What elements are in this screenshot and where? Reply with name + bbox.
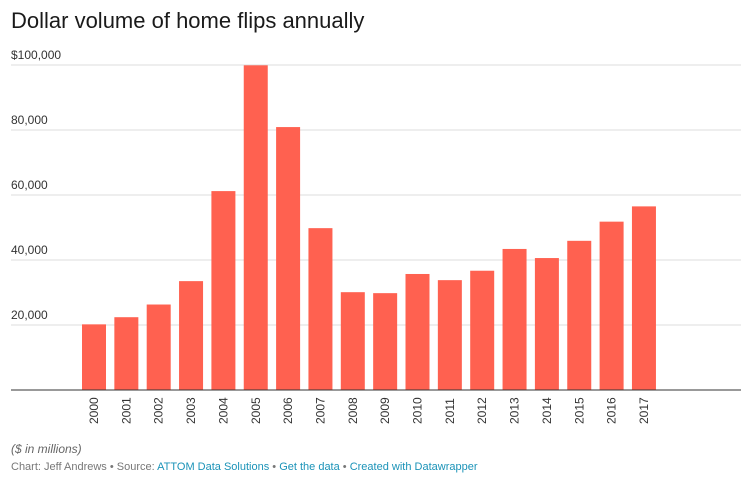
bar-2014 [534,258,559,390]
x-tick-label: 2005 [249,397,263,424]
gridlines [11,64,741,326]
bar-2000 [82,324,106,390]
bar-2016 [599,221,624,390]
y-tick-labels: 20,000 40,000 60,000 80,000 $100,000 [11,48,61,322]
bar-2004 [211,191,236,390]
bar-2009 [373,293,398,390]
x-tick-label: 2016 [605,397,619,424]
x-tick-label: 2009 [378,397,392,424]
x-tick-labels: 2000 2001 2002 2003 2004 2005 2006 2007 2008 2009… [87,397,651,424]
x-tick-label: 2002 [152,397,166,424]
x-tick-label: 2003 [184,397,198,424]
x-tick-label: 2006 [281,397,295,424]
y-tick-label: 80,000 [11,113,48,127]
x-tick-label: 2017 [637,397,651,424]
x-tick-label: 2007 [313,397,327,424]
bar-2003 [179,281,204,391]
x-tick-label: 2004 [216,397,230,424]
x-tick-label: 2012 [475,397,489,424]
datawrapper-link[interactable]: Created with Datawrapper [349,461,478,473]
bar-2007 [308,228,333,390]
bar-2017 [631,206,656,390]
y-tick-label: 20,000 [11,308,48,322]
bar-2006 [276,127,301,390]
get-the-data-link[interactable]: Get the data [279,461,340,473]
x-tick-label: 2015 [572,397,586,424]
x-tick-label: 2001 [119,397,133,424]
y-tick-label: 40,000 [11,243,48,257]
units-note: ($ in millions) [11,442,82,456]
x-tick-label: 2008 [346,397,360,424]
bar-2005 [243,65,268,390]
bar-2008 [340,292,365,390]
source-link[interactable]: ATTOM Data Solutions [157,461,270,473]
chart-title: Dollar volume of home flips annually [11,8,365,33]
x-tick-label: 2010 [411,397,425,424]
bar-2010 [405,273,430,390]
x-tick-label: 2011 [443,398,457,424]
bar-2012 [470,270,495,390]
credit-separator: • [339,461,350,473]
x-tick-label: 2000 [87,397,101,424]
bars [82,65,656,391]
bar-2002 [146,304,171,390]
bar-2001 [114,317,139,390]
credit-separator: • [269,461,280,473]
credit-prefix: Chart: Jeff Andrews • Source: [11,461,158,473]
x-tick-label: 2013 [508,397,522,424]
chart-credit: Chart: Jeff Andrews • Source: ATTOM Data… [11,461,478,473]
bar-2013 [502,248,527,390]
y-tick-label: $100,000 [11,48,61,62]
x-tick-label: 2014 [540,397,554,424]
y-tick-label: 60,000 [11,178,48,192]
bar-2015 [567,240,592,390]
bar-2011 [437,280,462,390]
